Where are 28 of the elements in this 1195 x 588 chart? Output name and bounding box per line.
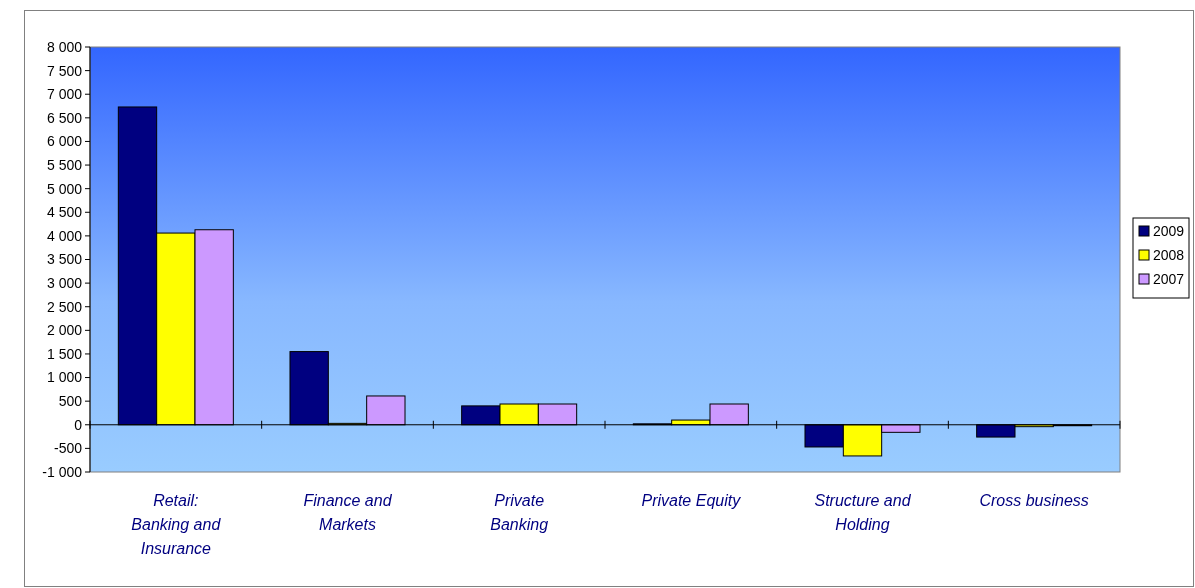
y-tick-label: 2 000 (46, 322, 83, 339)
y-tick-label: 1 000 (46, 369, 83, 386)
y-tick-label: 7 500 (46, 62, 83, 79)
y-tick-label: 4 000 (46, 227, 83, 244)
legend-label: 2009 (1153, 222, 1185, 239)
y-tick-label: 5 000 (46, 180, 83, 197)
y-tick-label: 5 500 (46, 156, 83, 173)
y-tick-label: 7 000 (46, 86, 83, 103)
y-tick-label: 6 500 (46, 109, 83, 126)
y-tick-label: 0 (74, 416, 83, 433)
y-tick-label: 6 000 (46, 133, 83, 150)
legend-label: 2007 (1153, 270, 1185, 287)
x-tick-label: Structure and Holding (814, 492, 912, 533)
y-tick-label: 500 (58, 393, 83, 410)
x-tick-label: Retail: Banking and Insurance (131, 492, 222, 557)
y-tick-label: 1 500 (46, 345, 83, 362)
y-tick-label: 3 500 (46, 251, 83, 268)
y-tick-label: 2 500 (46, 298, 83, 315)
y-tick-label: -1 000 (42, 463, 83, 480)
x-tick-label: Private Banking (490, 492, 549, 533)
y-tick-label: 8 000 (46, 38, 83, 55)
x-tick-label: Finance and Markets (303, 492, 393, 533)
y-tick-label: 4 500 (46, 204, 83, 221)
x-tick-label: Private Equity (641, 492, 742, 509)
legend-label: 2008 (1153, 246, 1185, 263)
y-tick-label: -500 (53, 440, 83, 457)
x-tick-label: Cross business (979, 492, 1089, 509)
y-tick-label: 3 000 (46, 275, 83, 292)
